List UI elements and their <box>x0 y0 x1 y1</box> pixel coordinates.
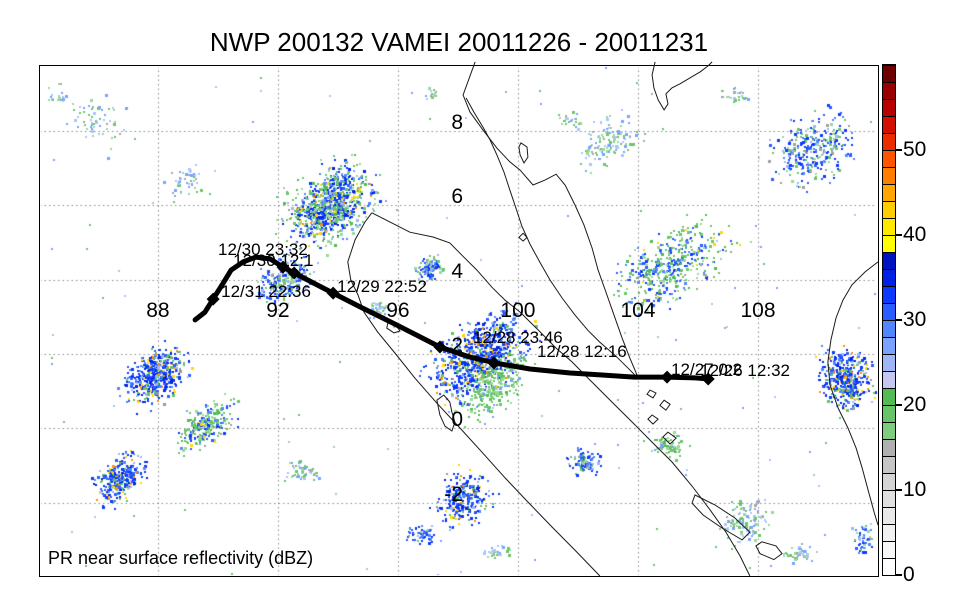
lon-axis-label: 96 <box>386 299 410 322</box>
lon-axis-label: 104 <box>620 299 656 322</box>
lon-axis-label: 100 <box>500 299 536 322</box>
colorbar-segment <box>883 456 895 473</box>
colorbar-tick <box>895 574 902 576</box>
colorbar-segment <box>883 439 895 456</box>
colorbar-segment <box>883 354 895 371</box>
colorbar-segment <box>883 99 895 116</box>
colorbar-segment <box>883 218 895 235</box>
colorbar-segment <box>883 490 895 507</box>
colorbar-segment <box>883 558 895 575</box>
colorbar-segment <box>883 252 895 269</box>
colorbar-segment <box>883 116 895 133</box>
track-time-label: 12/28 12:16 <box>536 342 627 361</box>
colorbar-tick-label: 20 <box>903 393 927 416</box>
colorbar-segment <box>883 235 895 252</box>
track-time-label: 12/27 0:2 <box>671 360 742 380</box>
colorbar-segment <box>883 201 895 218</box>
reflectivity-units-label: PR near surface reflectivity (dBZ) <box>48 548 314 568</box>
colorbar-segment <box>883 422 895 439</box>
colorbar-tick-label: 40 <box>903 223 927 246</box>
track-time-label: 12/26 12:32 <box>700 360 790 380</box>
colorbar-tick-label: 0 <box>903 563 915 586</box>
colorbar-segment <box>883 150 895 167</box>
lon-axis-label: 92 <box>266 299 290 322</box>
colorbar-tick-label: 10 <box>903 478 927 501</box>
colorbar-tick-label: 30 <box>903 308 927 331</box>
colorbar-segment <box>883 320 895 337</box>
colorbar-tick <box>895 319 902 321</box>
colorbar-segment <box>883 269 895 286</box>
colorbar-segment <box>883 388 895 405</box>
colorbar-segment <box>883 541 895 558</box>
colorbar-segment <box>883 184 895 201</box>
lat-axis-label: -2 <box>444 482 463 506</box>
colorbar-segment <box>883 286 895 303</box>
colorbar-tick <box>895 149 902 151</box>
lat-axis-label: 0 <box>451 408 463 432</box>
colorbar-tick <box>895 489 902 491</box>
colorbar-segment <box>883 507 895 524</box>
lat-axis-label: 8 <box>451 111 463 135</box>
colorbar-segment <box>883 167 895 184</box>
track-time-label: 12/28 23:46 <box>472 328 563 348</box>
colorbar-segment <box>883 303 895 320</box>
colorbar-segment <box>883 133 895 150</box>
colorbar-segment <box>883 524 895 541</box>
colorbar-segment <box>883 371 895 388</box>
track-time-label: 12/31 22:36 <box>221 282 311 302</box>
lon-axis-label: 88 <box>146 299 170 322</box>
figure-title: NWP 200132 VAMEI 20011226 - 20011231 <box>209 27 709 57</box>
colorbar-tick <box>895 404 902 406</box>
colorbar-segment <box>883 337 895 354</box>
colorbar-tick <box>895 234 902 236</box>
colorbar-segment <box>883 82 895 99</box>
lat-axis-label: 4 <box>451 259 463 283</box>
track-time-label: 12/29 22:52 <box>337 277 427 297</box>
track-time-label: 12/30 23:32 <box>218 240 308 260</box>
colorbar-tick-label: 50 <box>903 138 927 161</box>
map-plot-border <box>39 65 879 577</box>
colorbar-segment <box>883 405 895 422</box>
lat-axis-label: 6 <box>451 185 463 209</box>
track-time-label: 12/30 12:1 <box>233 251 314 271</box>
colorbar-segment <box>883 65 895 82</box>
lat-axis-label: 2 <box>451 334 463 358</box>
colorbar-segment <box>883 473 895 490</box>
lon-axis-label: 108 <box>740 299 776 322</box>
dbz-colorbar <box>882 64 896 576</box>
